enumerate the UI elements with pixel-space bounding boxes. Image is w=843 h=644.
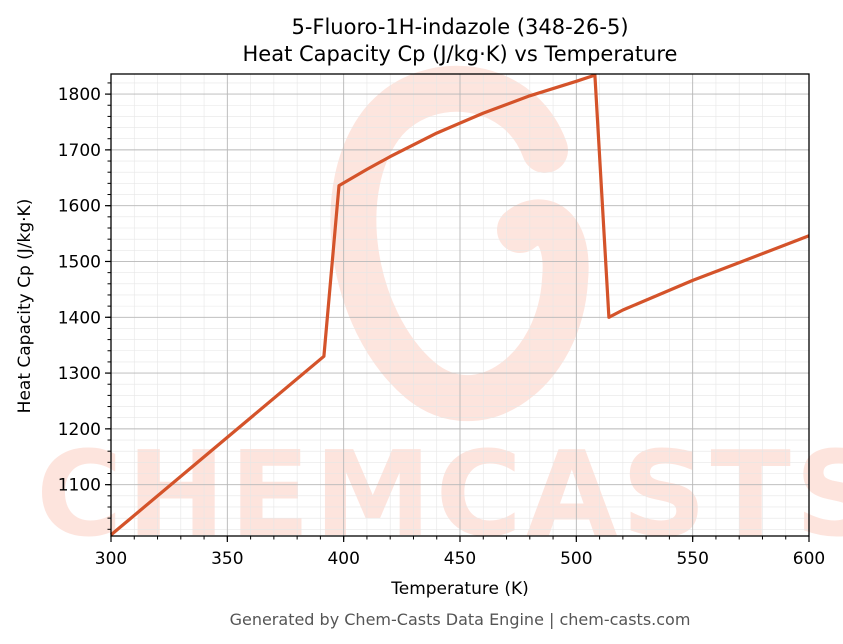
- x-tick-label: 550: [676, 549, 708, 569]
- x-tick-label: 400: [327, 549, 359, 569]
- x-tick-label: 500: [560, 549, 592, 569]
- x-axis-label: Temperature (K): [390, 579, 529, 599]
- x-tick-label: 300: [95, 549, 127, 569]
- series-line: [109, 73, 810, 537]
- y-tick-label: 1200: [58, 420, 101, 440]
- x-tick-label: 450: [444, 549, 476, 569]
- x-tick-label: 600: [793, 549, 825, 569]
- chart-subtitle: Heat Capacity Cp (J/kg·K) vs Temperature: [243, 42, 678, 66]
- chart-title: 5-Fluoro-1H-indazole (348-26-5): [291, 15, 628, 39]
- axis-tick-labels: 300 350 400 450 500 550 600 1100 1200 1300 1400 150…: [58, 85, 825, 569]
- y-tick-label: 1500: [58, 252, 101, 272]
- y-axis-label: Heat Capacity Cp (J/kg·K): [15, 199, 35, 414]
- y-tick-label: 1600: [58, 197, 101, 217]
- axis-ticks: [105, 82, 810, 542]
- y-tick-label: 1800: [58, 85, 101, 105]
- y-tick-label: 1100: [58, 476, 101, 496]
- x-tick-label: 350: [211, 549, 243, 569]
- footer-credit: Generated by Chem-Casts Data Engine | ch…: [230, 610, 691, 629]
- y-tick-label: 1300: [58, 364, 101, 384]
- watermark-text: CHEMCASTS: [36, 425, 843, 563]
- y-tick-label: 1700: [58, 141, 101, 161]
- watermark: CHEMCASTS: [36, 65, 843, 563]
- watermark-logo-swirl: [330, 65, 589, 422]
- y-tick-label: 1400: [58, 308, 101, 328]
